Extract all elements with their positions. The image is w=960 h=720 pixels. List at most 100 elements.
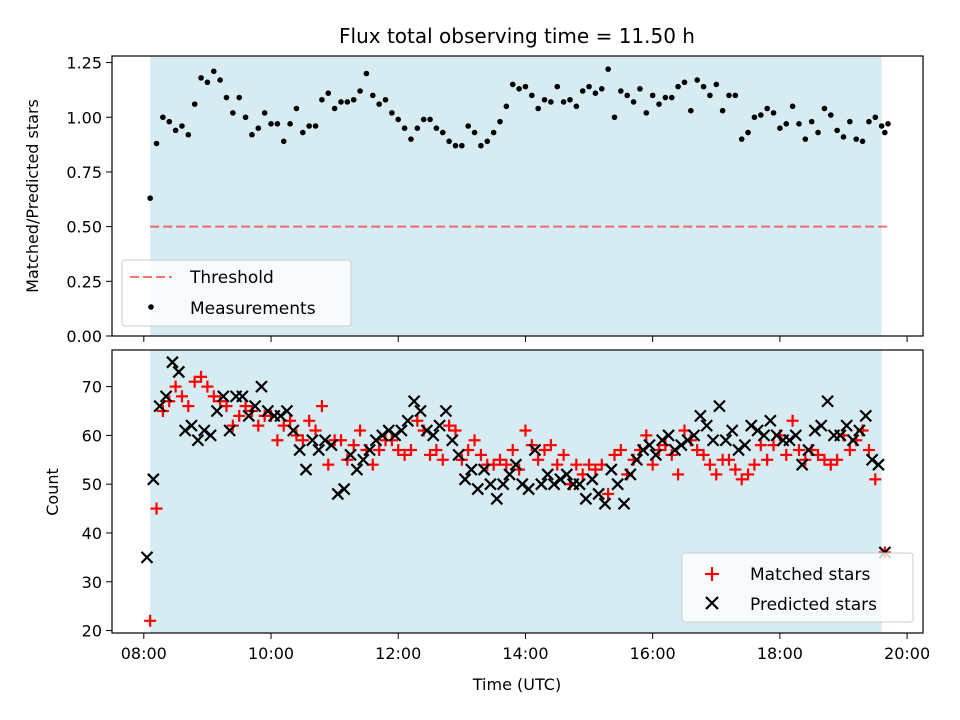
predicted-star-point bbox=[363, 443, 376, 457]
measurement-point bbox=[465, 123, 472, 129]
measurement-point bbox=[369, 92, 376, 99]
matched-star-point bbox=[532, 453, 545, 466]
measurement-point bbox=[764, 105, 770, 112]
matched-star-point bbox=[468, 434, 481, 447]
measurement-point bbox=[446, 138, 452, 145]
predicted-star-point bbox=[236, 390, 249, 403]
predicted-star-point bbox=[426, 429, 440, 442]
predicted-star-point bbox=[210, 404, 224, 418]
measurement-point bbox=[834, 127, 840, 134]
predicted-star-point bbox=[293, 443, 306, 457]
count-legend-box bbox=[681, 552, 914, 623]
measurement-point bbox=[808, 118, 815, 125]
measurement-point bbox=[363, 70, 370, 77]
predicted-star-point bbox=[484, 477, 497, 491]
matched-star-point bbox=[799, 453, 812, 466]
predicted-star-point bbox=[496, 477, 510, 491]
measurement-point bbox=[789, 103, 796, 110]
measurement-point bbox=[503, 103, 510, 110]
measurement-point bbox=[217, 77, 223, 83]
predicted-star-point bbox=[325, 438, 338, 452]
measurement-point bbox=[624, 92, 631, 99]
count-legend: Matched stars Predicted stars bbox=[681, 552, 914, 623]
matched-star-point bbox=[672, 468, 685, 481]
measurement-point bbox=[529, 92, 535, 99]
matched-star-point bbox=[754, 439, 767, 452]
predicted-star-point bbox=[471, 482, 485, 496]
measurement-point bbox=[821, 105, 828, 112]
matched-star-point bbox=[843, 444, 856, 457]
predicted-star-point bbox=[814, 419, 828, 432]
ratio-panel: 0.00 0.25 0.50 0.75 1.00 1.25 Matched/Predict… bbox=[23, 54, 924, 346]
predicted-star-point bbox=[477, 463, 491, 476]
matched-star-point bbox=[443, 419, 456, 432]
matched-star-point bbox=[640, 429, 653, 442]
predicted-star-point bbox=[872, 458, 885, 471]
legend-matched-label: Matched stars bbox=[750, 565, 870, 585]
predicted-star-point bbox=[153, 399, 166, 413]
count-y-tick-label: 70 bbox=[82, 378, 102, 397]
predicted-star-point bbox=[522, 482, 535, 496]
measurement-point bbox=[554, 83, 561, 90]
ratio-y-tick-label: 1.25 bbox=[66, 54, 102, 73]
ratio-y-tick-label: 0.00 bbox=[66, 327, 102, 346]
measurement-point bbox=[478, 142, 484, 149]
measurement-point bbox=[172, 127, 179, 134]
measurement-point bbox=[185, 131, 192, 138]
measurement-point bbox=[433, 125, 440, 131]
predicted-star-point bbox=[350, 463, 364, 476]
matched-star-point bbox=[411, 414, 424, 427]
predicted-star-point bbox=[433, 419, 446, 432]
matched-star-point bbox=[201, 380, 214, 393]
measurement-point bbox=[439, 129, 446, 136]
measurement-point bbox=[815, 129, 821, 136]
predicted-star-point bbox=[649, 448, 663, 462]
matched-star-point bbox=[494, 453, 507, 466]
x-tick-label: 14:00 bbox=[502, 644, 548, 663]
count-plot-frame bbox=[111, 349, 924, 634]
measurement-point bbox=[319, 96, 325, 103]
measurement-point bbox=[427, 116, 433, 123]
predicted-star-point bbox=[764, 414, 777, 428]
predicted-star-point bbox=[185, 419, 198, 432]
measurement-point bbox=[586, 83, 592, 90]
measurement-point bbox=[522, 83, 529, 90]
predicted-star-point bbox=[802, 443, 815, 457]
predicted-star-point bbox=[217, 390, 230, 403]
predicted-star-point bbox=[356, 453, 370, 467]
matched-star-point bbox=[354, 424, 367, 437]
matched-star-point bbox=[500, 458, 513, 471]
x-axis-label: Time (UTC) bbox=[472, 675, 561, 694]
matched-star-point bbox=[646, 458, 659, 471]
predicted-star-point bbox=[312, 443, 326, 457]
measurement-point bbox=[878, 123, 885, 129]
measurement-point bbox=[853, 136, 860, 142]
predicted-star-point bbox=[280, 404, 294, 418]
predicted-star-point bbox=[617, 497, 631, 510]
predicted-star-point bbox=[535, 477, 548, 491]
count-y-tick-label: 30 bbox=[82, 573, 102, 592]
legend-measurements-label: Measurements bbox=[190, 299, 316, 319]
matched-star-point bbox=[430, 444, 443, 457]
measurement-point bbox=[579, 88, 586, 94]
measurement-point bbox=[675, 83, 681, 90]
measurement-point bbox=[598, 86, 605, 92]
predicted-star-point bbox=[306, 433, 319, 447]
legend-threshold-label: Threshold bbox=[189, 268, 274, 288]
measurement-point bbox=[509, 81, 516, 88]
matched-star-point bbox=[373, 444, 386, 457]
measurement-point bbox=[885, 121, 891, 127]
ratio-x-ticks bbox=[143, 336, 908, 342]
measurement-point bbox=[420, 116, 427, 123]
measurement-point bbox=[198, 75, 204, 81]
ratio-legend-box bbox=[121, 259, 352, 327]
predicted-stars-series bbox=[140, 355, 892, 564]
predicted-star-point bbox=[757, 429, 771, 442]
matched-star-point bbox=[150, 502, 163, 515]
matched-stars-series bbox=[144, 370, 891, 627]
predicted-star-point bbox=[401, 414, 415, 428]
matched-star-point bbox=[614, 444, 627, 457]
predicted-star-point bbox=[719, 433, 733, 447]
x-tick-label: 18:00 bbox=[757, 644, 803, 663]
matched-star-point bbox=[341, 453, 354, 466]
